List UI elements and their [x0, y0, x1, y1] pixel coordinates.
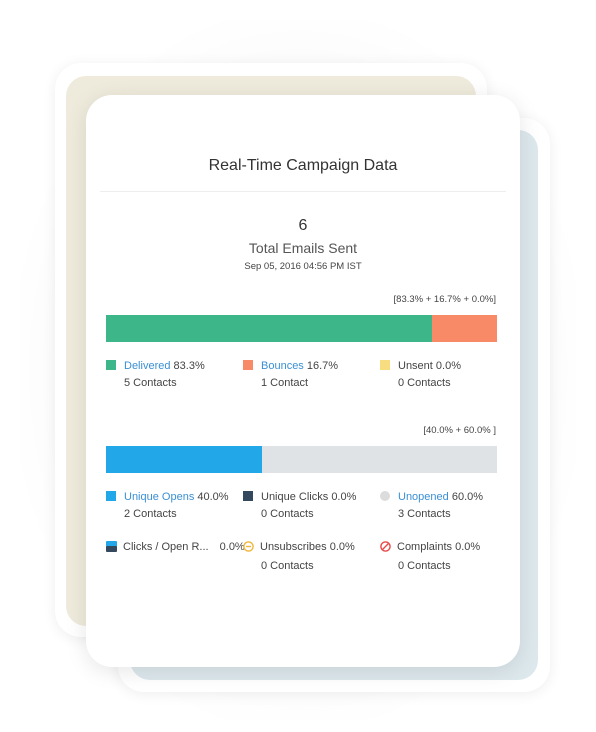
delivered-contacts: 5 Contacts — [124, 377, 177, 389]
unique-opens-value: 40.0% — [197, 491, 229, 503]
unique-opens-link[interactable]: Unique Opens — [124, 491, 195, 503]
delivered-link[interactable]: Delivered — [124, 360, 171, 372]
complaint-icon — [380, 541, 391, 558]
click-open-rate-icon — [106, 541, 117, 558]
unopened-value: 60.0% — [451, 491, 484, 503]
unopened-swatch — [380, 491, 390, 501]
total-emails-count: 6 — [298, 217, 308, 234]
card-title: Real-Time Campaign Data — [208, 157, 398, 174]
bounces-contacts: 1 Contact — [261, 377, 309, 389]
legend-unopened: Unopened 60.0% 3 Contacts — [380, 489, 483, 523]
legend-delivered: Delivered 83.3% 5 Contacts — [106, 358, 205, 392]
click-open-rate-label: Clicks / Open R... — [123, 541, 209, 553]
legend-unsent: Unsent 0.0% 0 Contacts — [380, 358, 461, 392]
sent-date: Sep 05, 2016 04:56 PM IST — [244, 261, 362, 272]
unsent-label: Unsent — [398, 360, 433, 372]
campaign-data-card: Real-Time Campaign Data 6 Total Emails S… — [86, 95, 520, 667]
legend-complaints: Complaints 0.0% 0 Contacts — [380, 539, 480, 575]
bounces-value: 16.7% — [306, 360, 339, 372]
unsent-value: 0.0% — [435, 360, 461, 372]
engagement-bar-opens[interactable] — [106, 446, 263, 473]
bounces-swatch — [243, 360, 253, 370]
unique-opens-swatch — [106, 491, 116, 501]
unique-clicks-value: 0.0% — [331, 491, 357, 503]
unique-clicks-label: Unique Clicks — [261, 491, 329, 503]
unique-clicks-contacts: 0 Contacts — [261, 508, 314, 520]
legend-click-open-rate: Clicks / Open R... 0.0% — [106, 539, 245, 558]
title-divider — [100, 191, 506, 192]
unsubscribe-icon — [243, 541, 254, 558]
legend-unique-opens: Unique Opens 40.0% 2 Contacts — [106, 489, 229, 523]
delivered-value: 83.3% — [173, 360, 205, 372]
delivery-bar-bounces[interactable] — [431, 315, 497, 342]
bounces-link[interactable]: Bounces — [261, 360, 304, 372]
legend-unsubscribes: Unsubscribes 0.0% 0 Contacts — [243, 539, 355, 575]
total-emails-label: Total Emails Sent — [248, 240, 358, 256]
complaints-label: Complaints — [397, 541, 453, 553]
unsubscribes-contacts: 0 Contacts — [261, 560, 314, 572]
unsubscribes-value: 0.0% — [329, 541, 355, 553]
unsubscribes-label: Unsubscribes — [260, 541, 327, 553]
unique-opens-contacts: 2 Contacts — [124, 508, 177, 520]
unsent-contacts: 0 Contacts — [398, 377, 451, 389]
delivered-swatch — [106, 360, 116, 370]
complaints-value: 0.0% — [455, 541, 481, 553]
click-open-rate-value: 0.0% — [219, 541, 245, 553]
complaints-contacts: 0 Contacts — [398, 560, 451, 572]
unopened-contacts: 3 Contacts — [398, 508, 451, 520]
engagement-bar-unopened[interactable] — [262, 446, 497, 473]
unique-clicks-swatch — [243, 491, 253, 501]
unsent-swatch — [380, 360, 390, 370]
legend-unique-clicks: Unique Clicks 0.0% 0 Contacts — [243, 489, 356, 523]
delivery-bar — [106, 315, 497, 342]
delivery-bar-delivered[interactable] — [106, 315, 432, 342]
unopened-link[interactable]: Unopened — [398, 491, 449, 503]
legend-bounces: Bounces 16.7% 1 Contact — [243, 358, 338, 392]
delivery-summary: [83.3% + 16.7% + 0.0%] — [393, 294, 496, 305]
engagement-bar — [106, 446, 497, 473]
engagement-summary: [40.0% + 60.0% ] — [423, 425, 496, 436]
